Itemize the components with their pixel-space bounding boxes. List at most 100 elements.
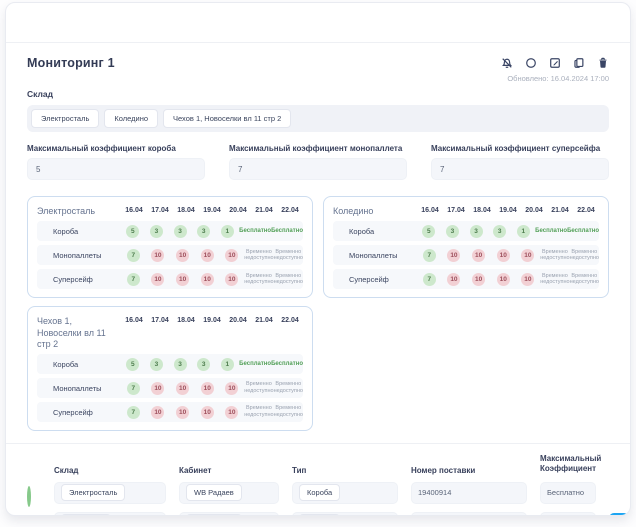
warehouse-field[interactable]: Электросталь — [54, 481, 166, 504]
table-header-row: Электросталь 16.04 17.04 18.04 19.04 20.04 21.… — [37, 204, 303, 217]
warehouse-field[interactable]: Коледино — [54, 511, 166, 515]
table-cell: 5 — [121, 357, 145, 371]
status-indicator-green — [27, 485, 31, 507]
coefficient-badge: 10 — [176, 381, 190, 395]
toolbar — [500, 57, 609, 70]
warehouse-tab-chekhov[interactable]: Чехов 1, Новоселки вл 11 стр 2 — [163, 109, 292, 128]
max-supersafe-coefficient-label: Максимальный коэффициент суперсейфа — [431, 144, 601, 153]
max-coefficient-field[interactable]: Бесплатно — [540, 481, 596, 504]
table-cell: Временно недоступно — [244, 405, 273, 418]
coefficient-badge: 10 — [200, 272, 214, 286]
table-cell: 10 — [466, 272, 491, 286]
bell-off-icon[interactable] — [500, 57, 513, 70]
form-row-indicator-cell — [27, 485, 41, 507]
warehouse-chip[interactable]: Коледино — [61, 514, 111, 515]
max-monopallet-coefficient-label: Максимальный коэффициент монопаллета — [229, 144, 403, 153]
max-box-coefficient-input[interactable]: 5 — [27, 158, 205, 180]
table-cell: 3 — [145, 357, 169, 371]
table-date-header: 21.04 — [255, 317, 273, 325]
warehouse-tabs-bar: Электросталь Коледино Чехов 1, Новоселки… — [27, 105, 609, 132]
coefficient-badge: 1 — [220, 357, 234, 371]
table-date-header: 20.04 — [229, 317, 247, 325]
coefficient-badge: 10 — [176, 405, 190, 419]
table-date-header: 19.04 — [499, 207, 517, 214]
table-date-header: 17.04 — [447, 207, 465, 214]
package-type-field[interactable]: Короба — [292, 481, 398, 504]
table-cell: 3 — [168, 224, 192, 238]
table-row: Короба 5 3 3 3 1 Бесплатно Бесплатно — [333, 221, 599, 242]
table-warehouse-name: Чехов 1, Новоселки вл 11 стр 2 — [37, 316, 106, 349]
coefficient-badge: 5 — [126, 357, 140, 371]
table-cell: 1 — [512, 224, 536, 238]
cabinet-field[interactable]: WB Радаев — [179, 511, 279, 515]
table-row: Суперсейф 7 10 10 10 10 Временно недоступно Вре… — [333, 269, 599, 290]
cabinet-field[interactable]: WB Радаев — [179, 481, 279, 504]
warehouse-table: Коледино 16.04 17.04 18.04 19.04 20.04 21.04 22… — [323, 196, 609, 299]
supply-number-field[interactable]: 19400915 — [411, 511, 527, 515]
coefficient-badge: 10 — [151, 381, 165, 395]
coefficient-badge: 5 — [422, 224, 436, 238]
table-row-label: Монопаллеты — [53, 383, 102, 393]
unavailable-label: Временно недоступно — [273, 405, 303, 418]
table-date-header: 16.04 — [125, 207, 143, 214]
coefficient-badge: 10 — [472, 248, 486, 262]
package-type-chip[interactable]: Короба — [299, 514, 341, 515]
coefficient-badge: 10 — [200, 248, 214, 262]
table-cell: Бесплатно — [271, 228, 303, 235]
table-cell: 7 — [417, 272, 442, 286]
max-monopallet-coefficient-input[interactable]: 7 — [229, 158, 407, 180]
coefficient-badge: 3 — [173, 224, 187, 238]
coefficient-badge: 10 — [496, 248, 510, 262]
edit-icon[interactable] — [548, 57, 561, 70]
coefficient-badge: 3 — [149, 224, 163, 238]
warehouse-chip[interactable]: Электросталь — [61, 484, 126, 502]
table-cell: Временно недоступно — [274, 249, 303, 262]
warehouse-tab-koledino[interactable]: Коледино — [104, 109, 159, 128]
table-row: Монопаллеты 7 10 10 10 10 Временно недоступно В… — [37, 378, 303, 398]
warehouse-tab-elektrostal[interactable]: Электросталь — [31, 109, 100, 128]
package-type-chip[interactable]: Короба — [299, 484, 341, 502]
table-cell: 10 — [491, 272, 516, 286]
unavailable-label: Временно недоступно — [273, 248, 303, 262]
supply-number-field[interactable]: 19400914 — [411, 481, 527, 504]
table-date-header: 22.04 — [281, 317, 299, 325]
coefficient-badge: 10 — [225, 248, 239, 262]
monitoring-tables-grid: Электросталь 16.04 17.04 18.04 19.04 20.04 21.… — [27, 196, 609, 431]
coefficient-badge: 7 — [126, 272, 140, 286]
table-cell: 10 — [220, 248, 245, 262]
table-row: Суперсейф 7 10 10 10 10 Временно недоступно Вре… — [37, 402, 303, 422]
table-cell: 10 — [146, 248, 171, 262]
table-row-label: Короба — [349, 226, 375, 236]
table-cell: 7 — [121, 381, 146, 395]
table-cell: 10 — [195, 405, 220, 419]
table-row-label: Короба — [53, 359, 79, 369]
coefficient-badge: 10 — [225, 272, 239, 286]
package-type-field[interactable]: Короба — [292, 511, 398, 515]
table-date-header: 20.04 — [229, 207, 247, 214]
card-top-strip — [6, 3, 630, 43]
table-date-header: 16.04 — [125, 317, 143, 325]
table-cell: 10 — [466, 248, 491, 262]
coefficient-badge: 3 — [469, 224, 483, 238]
table-row: Короба 5 3 3 3 1 Бесплатно Бесплатно — [37, 221, 303, 242]
table-cell: Временно недоступно — [570, 249, 599, 262]
max-supersafe-coefficient-input[interactable]: 7 — [431, 158, 609, 180]
remove-row-button[interactable]: − — [609, 513, 629, 515]
circle-icon[interactable] — [524, 57, 537, 70]
supply-number-value: 19400914 — [418, 488, 452, 498]
table-cell: 3 — [192, 357, 216, 371]
trash-icon[interactable] — [596, 57, 609, 70]
cabinet-chip[interactable]: WB Радаев — [186, 484, 242, 502]
cabinet-chip[interactable]: WB Радаев — [186, 514, 242, 515]
coefficient-badge: 10 — [176, 248, 190, 262]
table-cell: 1 — [216, 357, 240, 371]
coefficient-badge: 10 — [496, 272, 510, 286]
unavailable-label: Временно недоступно — [273, 272, 303, 286]
free-label: Бесплатно — [535, 227, 568, 234]
coefficient-badge: 10 — [447, 272, 461, 286]
max-coefficient-field[interactable]: 3 — [540, 511, 596, 515]
table-cell: Бесплатно — [271, 361, 303, 368]
table-row: Монопаллеты 7 10 10 10 10 Временно недоступно В… — [333, 245, 599, 266]
max-coefficient-value: Бесплатно — [547, 488, 585, 498]
copy-icon[interactable] — [572, 57, 585, 70]
